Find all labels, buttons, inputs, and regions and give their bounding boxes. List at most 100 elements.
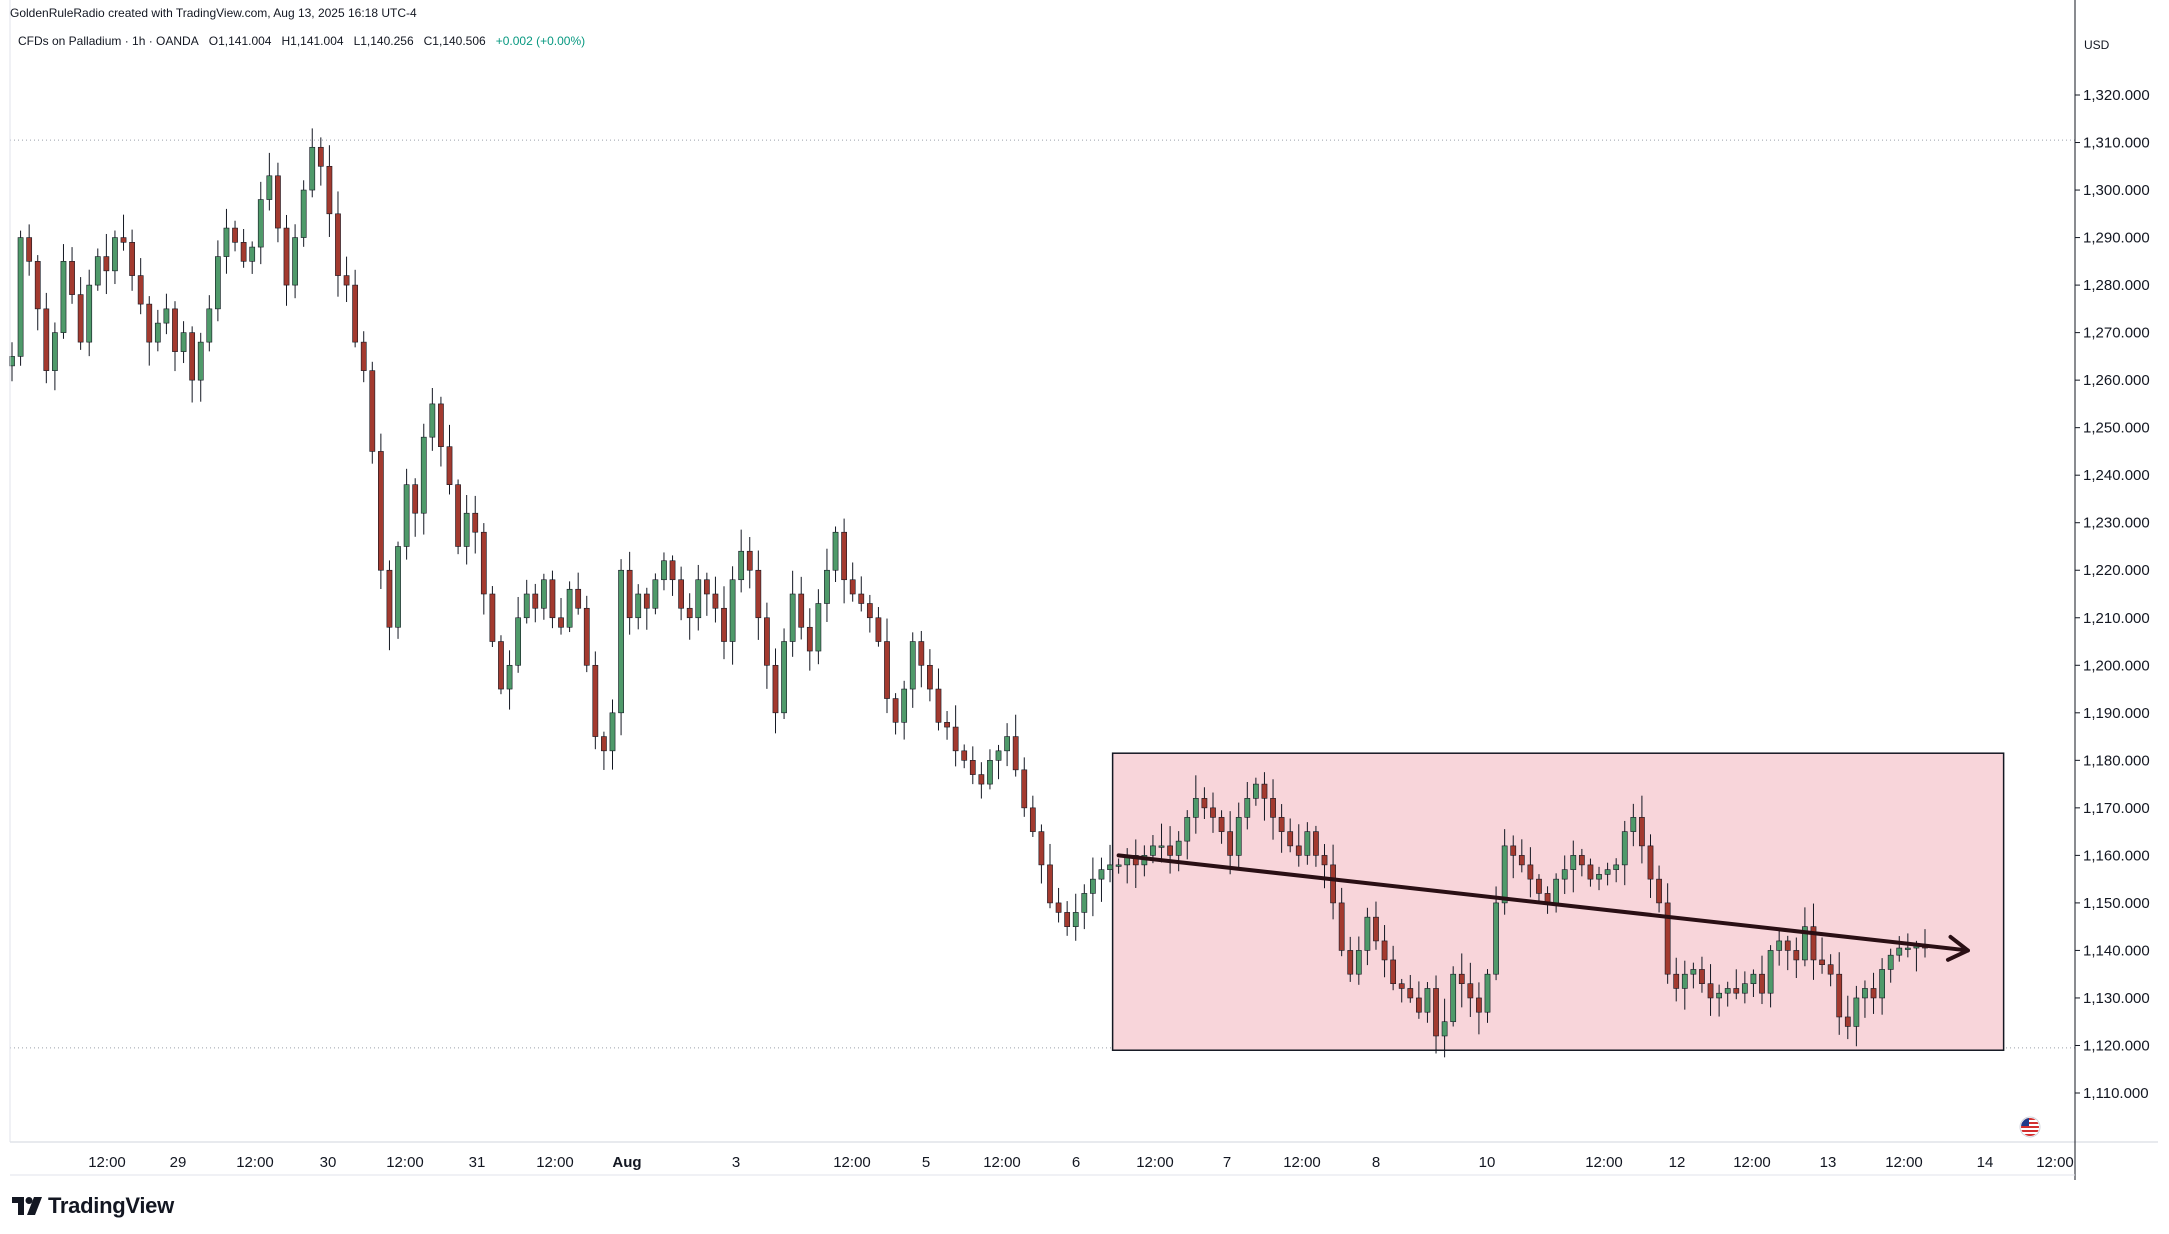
bearish-candle: [1261, 772, 1268, 821]
bearish-candle: [721, 586, 727, 660]
bullish-candle: [1235, 802, 1242, 871]
bullish-candle: [1484, 969, 1491, 1023]
candle-body: [52, 332, 58, 371]
candle-body: [1896, 947, 1903, 956]
candle-body: [841, 531, 847, 581]
candle-body: [480, 531, 487, 595]
bullish-candle: [1776, 927, 1783, 966]
candle-body: [1493, 902, 1499, 975]
candle-body: [1184, 817, 1191, 842]
bullish-candle: [86, 269, 93, 357]
bearish-candle: [455, 479, 461, 555]
candle-body: [832, 531, 839, 571]
trend-arrow-head: [1945, 934, 1970, 962]
candle-body: [1767, 950, 1774, 994]
candle-body: [1355, 950, 1362, 975]
candle-body: [558, 617, 564, 628]
bearish-candle: [1510, 835, 1517, 879]
bearish-candle: [498, 635, 504, 695]
candle-body: [146, 303, 153, 343]
candle-body: [1081, 893, 1088, 913]
bullish-candle: [463, 495, 470, 565]
bearish-candle: [1287, 818, 1294, 853]
tradingview-logo-icon: [12, 1197, 42, 1215]
candle-body: [1270, 798, 1276, 818]
trend-line-layer: [1116, 853, 1970, 962]
bearish-candle: [1536, 874, 1542, 903]
bullish-candle: [60, 244, 67, 339]
bearish-candle: [1398, 978, 1405, 1003]
candle-body: [944, 722, 950, 728]
candle-body: [1390, 959, 1397, 984]
bullish-candle: [738, 529, 745, 593]
candle-body: [549, 579, 556, 619]
candle-body: [1904, 947, 1911, 950]
y-tick-label: 1,300.000: [2083, 182, 2150, 199]
candle-body: [540, 579, 547, 609]
candle-body: [309, 146, 316, 191]
candle-body: [386, 569, 393, 628]
candle-body: [1707, 983, 1714, 999]
bearish-candle: [961, 744, 968, 769]
candle-body: [1098, 869, 1105, 880]
candle-body: [1150, 845, 1156, 856]
bullish-candle: [1570, 840, 1577, 893]
bullish-candle: [52, 322, 58, 391]
candle-body: [738, 550, 745, 581]
candle-body: [1047, 864, 1053, 904]
candle-body: [1072, 912, 1079, 927]
candle-body: [1004, 736, 1010, 752]
candle-body: [1501, 845, 1508, 904]
candle-body: [1115, 864, 1122, 867]
candle-body: [163, 308, 170, 324]
bullish-candle: [1887, 948, 1894, 983]
candle-body: [1639, 817, 1645, 847]
candle-body: [1862, 988, 1868, 999]
candle-body: [1415, 997, 1422, 1013]
candle-body: [1518, 855, 1525, 866]
candle-body: [789, 593, 796, 642]
bullish-candle: [635, 584, 642, 630]
bearish-candle: [1656, 865, 1662, 913]
bullish-candle: [249, 241, 256, 274]
candle-body: [918, 641, 925, 666]
bullish-candle: [112, 230, 118, 285]
symbol-name[interactable]: CFDs on Palladium · 1h · OANDA: [18, 34, 199, 48]
bearish-candle: [772, 648, 779, 734]
x-tick-label: 8: [1372, 1154, 1380, 1171]
currency-label: USD: [2084, 38, 2110, 52]
candle-body: [369, 370, 376, 452]
bearish-candle: [129, 229, 135, 291]
candle-body: [17, 237, 24, 357]
bearish-candle: [26, 224, 33, 276]
tradingview-footer[interactable]: TradingView: [12, 1193, 174, 1219]
candle-body: [1398, 983, 1405, 989]
bullish-candle: [1424, 982, 1431, 1023]
bearish-candle: [1210, 792, 1216, 833]
candle-body: [438, 403, 444, 447]
candle-body: [1647, 845, 1654, 880]
candle-body: [909, 641, 916, 690]
y-tick-label: 1,200.000: [2083, 657, 2150, 674]
candle-body: [643, 593, 650, 609]
candle-body: [1201, 798, 1208, 809]
y-tick-label: 1,290.000: [2083, 230, 2150, 247]
x-tick-label: 12:00: [386, 1154, 424, 1171]
candle-body: [1424, 988, 1431, 1013]
bearish-candle: [1836, 952, 1843, 1035]
us-flag-icon[interactable]: [2019, 1116, 2041, 1138]
candle-body: [86, 284, 93, 343]
bearish-candle: [1819, 937, 1825, 974]
x-tick-label: 13: [1820, 1154, 1837, 1171]
bearish-candle: [969, 746, 976, 785]
candle-body: [1373, 916, 1379, 942]
bullish-candle: [1493, 886, 1499, 981]
bearish-candle: [626, 551, 633, 635]
candle-body: [429, 403, 436, 438]
bearish-candle: [1784, 935, 1791, 971]
candle-body: [1287, 831, 1294, 847]
candle-body: [618, 569, 624, 714]
bearish-candle: [746, 537, 753, 589]
candle-body: [661, 560, 667, 581]
